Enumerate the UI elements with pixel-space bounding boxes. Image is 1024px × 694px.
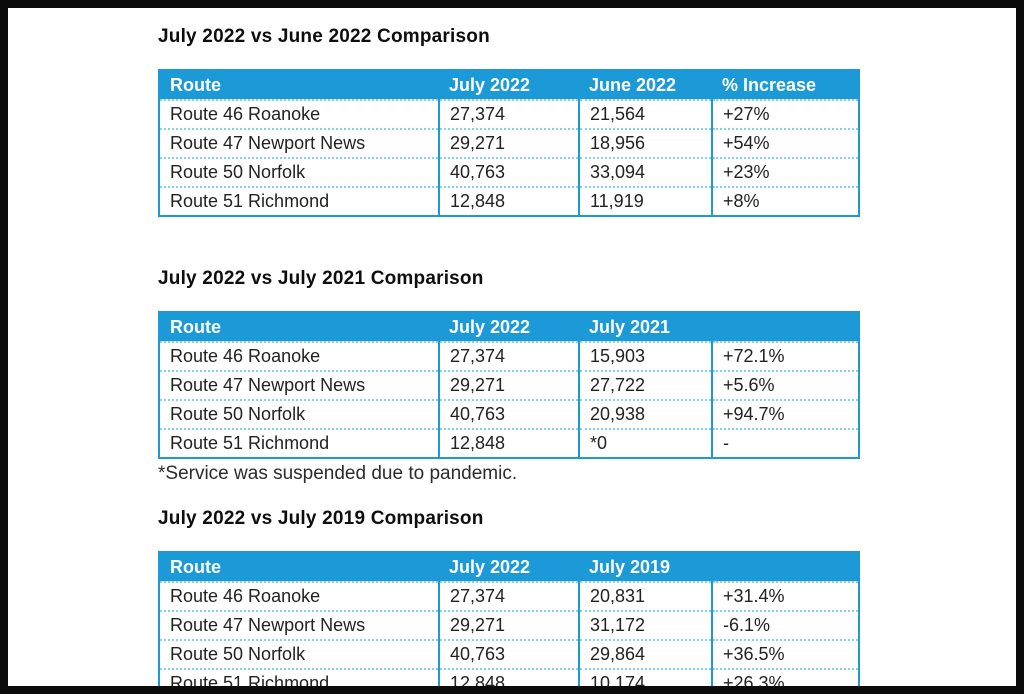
cell-july-2022: 40,763 [438, 399, 579, 429]
column-header-july-2021: July 2021 [579, 312, 712, 342]
cell-route: Route 51 Richmond [159, 186, 439, 216]
column-header-june-2022: June 2022 [579, 70, 712, 100]
comparison-section-july-2021: July 2022 vs July 2021 Comparison Route … [158, 268, 1000, 486]
section-title: July 2022 vs July 2021 Comparison [158, 268, 484, 289]
cell-pct-increase: +94.7% [711, 399, 859, 429]
cell-pct-increase: +27% [711, 99, 859, 129]
cell-july-2021: 20,938 [578, 399, 712, 429]
header-row: Route July 2022 July 2021 [159, 312, 859, 342]
cell-july-2022: 29,271 [438, 370, 579, 400]
pandemic-footnote: *Service was suspended due to pandemic. [158, 463, 518, 484]
cell-july-2019: 10,174 [578, 668, 712, 686]
cell-pct-increase: +23% [711, 157, 859, 187]
comparison-section-june-2022: July 2022 vs June 2022 Comparison Route … [158, 26, 1000, 217]
table-row: Route 51 Richmond 12,848 11,919 +8% [159, 186, 859, 216]
column-header-july-2022: July 2022 [439, 552, 579, 582]
cell-july-2022: 29,271 [438, 128, 579, 158]
column-header-july-2022: July 2022 [439, 312, 579, 342]
cell-july-2022: 29,271 [438, 610, 579, 640]
comparison-section-july-2019: July 2022 vs July 2019 Comparison Route … [158, 508, 1000, 686]
cell-july-2022: 40,763 [438, 639, 579, 669]
table-row: Route 51 Richmond 12,848 10,174 +26.3% [159, 668, 859, 686]
cell-pct-increase: +26.3% [711, 668, 859, 686]
cell-pct-increase: +54% [711, 128, 859, 158]
comparison-table-june-2022: Route July 2022 June 2022 % Increase Rou… [158, 69, 860, 217]
cell-route: Route 50 Norfolk [159, 639, 439, 669]
column-header-pct-increase: % Increase [712, 70, 859, 100]
cell-june-2022: 18,956 [578, 128, 712, 158]
cell-pct-increase: +72.1% [711, 341, 859, 371]
cell-july-2021: 27,722 [578, 370, 712, 400]
cell-june-2022: 11,919 [578, 186, 712, 216]
cell-pct-increase: +5.6% [711, 370, 859, 400]
table-row: Route 46 Roanoke 27,374 15,903 +72.1% [159, 341, 859, 371]
cell-june-2022: 21,564 [578, 99, 712, 129]
header-row: Route July 2022 July 2019 [159, 552, 859, 582]
cell-july-2022: 27,374 [438, 581, 579, 611]
cell-july-2022: 12,848 [438, 428, 579, 458]
cell-route: Route 47 Newport News [159, 610, 439, 640]
table-row: Route 47 Newport News 29,271 31,172 -6.1… [159, 610, 859, 640]
cell-july-2021: *0 [578, 428, 712, 458]
table-row: Route 50 Norfolk 40,763 29,864 +36.5% [159, 639, 859, 669]
cell-july-2021: 15,903 [578, 341, 712, 371]
cell-route: Route 46 Roanoke [159, 341, 439, 371]
cell-july-2022: 40,763 [438, 157, 579, 187]
column-header-route: Route [159, 312, 439, 342]
cell-pct-increase: +8% [711, 186, 859, 216]
column-header-july-2022: July 2022 [439, 70, 579, 100]
cell-route: Route 47 Newport News [159, 128, 439, 158]
header-row: Route July 2022 June 2022 % Increase [159, 70, 859, 100]
cell-june-2022: 33,094 [578, 157, 712, 187]
table-row: Route 46 Roanoke 27,374 20,831 +31.4% [159, 581, 859, 611]
cell-july-2019: 29,864 [578, 639, 712, 669]
cell-route: Route 50 Norfolk [159, 399, 439, 429]
cell-pct-increase: - [711, 428, 859, 458]
cell-july-2022: 12,848 [438, 668, 579, 686]
comparison-table-july-2019: Route July 2022 July 2019 Route 46 Roano… [158, 551, 860, 686]
section-title: July 2022 vs June 2022 Comparison [158, 26, 490, 47]
section-title: July 2022 vs July 2019 Comparison [158, 508, 484, 529]
cell-july-2022: 27,374 [438, 99, 579, 129]
cell-route: Route 47 Newport News [159, 370, 439, 400]
column-header-blank [712, 552, 859, 582]
cell-route: Route 51 Richmond [159, 428, 439, 458]
cell-july-2022: 27,374 [438, 341, 579, 371]
table-row: Route 51 Richmond 12,848 *0 - [159, 428, 859, 458]
column-header-blank [712, 312, 859, 342]
table-row: Route 46 Roanoke 27,374 21,564 +27% [159, 99, 859, 129]
cell-route: Route 50 Norfolk [159, 157, 439, 187]
cell-route: Route 51 Richmond [159, 668, 439, 686]
column-header-route: Route [159, 552, 439, 582]
cell-july-2019: 31,172 [578, 610, 712, 640]
table-row: Route 50 Norfolk 40,763 20,938 +94.7% [159, 399, 859, 429]
cell-route: Route 46 Roanoke [159, 581, 439, 611]
cell-route: Route 46 Roanoke [159, 99, 439, 129]
table-row: Route 47 Newport News 29,271 27,722 +5.6… [159, 370, 859, 400]
cell-july-2019: 20,831 [578, 581, 712, 611]
cell-july-2022: 12,848 [438, 186, 579, 216]
cell-pct-increase: +31.4% [711, 581, 859, 611]
column-header-route: Route [159, 70, 439, 100]
column-header-july-2019: July 2019 [579, 552, 712, 582]
cell-pct-increase: -6.1% [711, 610, 859, 640]
table-row: Route 50 Norfolk 40,763 33,094 +23% [159, 157, 859, 187]
cell-pct-increase: +36.5% [711, 639, 859, 669]
comparison-table-july-2021: Route July 2022 July 2021 Route 46 Roano… [158, 311, 860, 459]
table-row: Route 47 Newport News 29,271 18,956 +54% [159, 128, 859, 158]
